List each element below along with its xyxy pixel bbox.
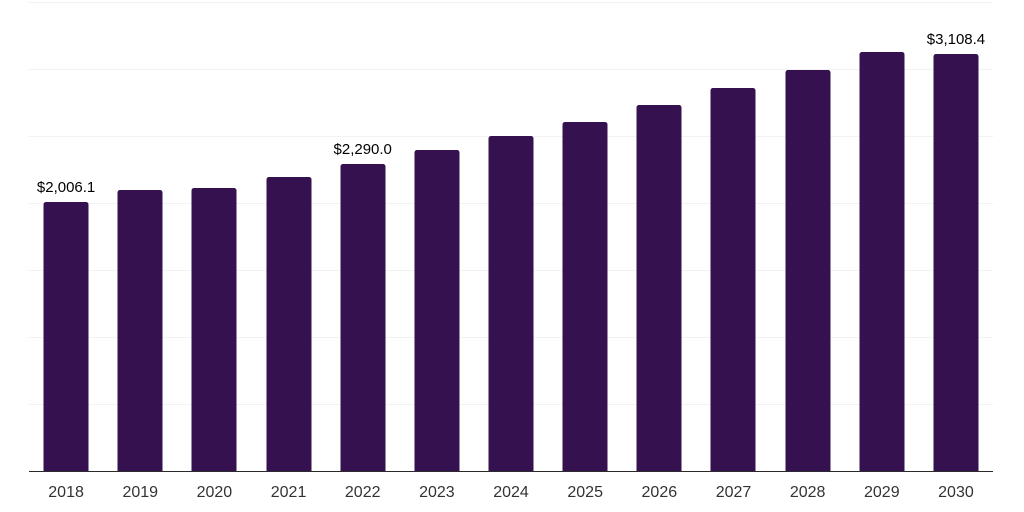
x-tick-2028: 2028 bbox=[789, 484, 826, 501]
bar-value-label-2022: $2,290.0 bbox=[333, 141, 392, 159]
bar-column-2021 bbox=[251, 2, 325, 471]
x-tick-2019: 2019 bbox=[122, 484, 159, 501]
bar-value-label-2018: $2,006.1 bbox=[36, 179, 96, 197]
bar-2024[interactable] bbox=[488, 136, 534, 471]
bar-column-2020 bbox=[177, 2, 251, 471]
bar-column-2027 bbox=[696, 2, 770, 471]
x-tick-2020: 2020 bbox=[196, 484, 233, 501]
bar-2025[interactable] bbox=[562, 121, 608, 471]
bar-column-2025 bbox=[548, 2, 622, 471]
x-tick-2022: 2022 bbox=[344, 484, 381, 501]
bar-column-2028 bbox=[771, 2, 845, 471]
bar-column-2024 bbox=[474, 2, 548, 471]
bar-column-2018: $2,006.1 bbox=[29, 2, 103, 471]
bar-series: $2,006.1 $2,290.0 $3,108.4 bbox=[29, 2, 993, 471]
bar-2026[interactable] bbox=[636, 104, 682, 471]
bar-column-2023 bbox=[400, 2, 474, 471]
bar-2028[interactable] bbox=[785, 69, 831, 471]
x-tick-2025: 2025 bbox=[567, 484, 603, 501]
x-axis-tick-labels: 2018 2019 2020 2021 2022 2023 2024 2025 2026 2027… bbox=[29, 485, 993, 501]
bar-2021[interactable] bbox=[266, 176, 312, 471]
bar-2018[interactable] bbox=[43, 202, 89, 471]
bar-value-label-2030: $3,108.4 bbox=[926, 31, 986, 49]
x-tick-2021: 2021 bbox=[270, 484, 307, 501]
x-tick-2030: 2030 bbox=[938, 484, 974, 501]
bar-column-2019 bbox=[103, 2, 177, 471]
bar-column-2030: $3,108.4 bbox=[919, 2, 993, 471]
bar-2027[interactable] bbox=[710, 87, 756, 471]
x-tick-2024: 2024 bbox=[493, 484, 529, 501]
bar-2023[interactable] bbox=[414, 150, 460, 471]
gridline-3000 bbox=[29, 69, 993, 70]
bar-2022[interactable] bbox=[340, 164, 386, 471]
x-tick-2026: 2026 bbox=[641, 484, 678, 501]
bar-2019[interactable] bbox=[117, 189, 163, 471]
bar-2030[interactable] bbox=[933, 54, 979, 471]
x-tick-2027: 2027 bbox=[715, 484, 752, 501]
x-tick-2018: 2018 bbox=[48, 484, 84, 501]
bar-column-2029 bbox=[845, 2, 919, 471]
bar-2020[interactable] bbox=[191, 188, 237, 471]
bar-column-2022: $2,290.0 bbox=[326, 2, 400, 471]
plot-area: $2,006.1 $2,290.0 $3,108.4 bbox=[29, 2, 993, 472]
x-tick-2023: 2023 bbox=[419, 484, 455, 501]
x-tick-2029: 2029 bbox=[864, 484, 900, 501]
gridline-3500 bbox=[29, 2, 993, 3]
bar-column-2026 bbox=[622, 2, 696, 471]
bar-2029[interactable] bbox=[859, 52, 905, 471]
